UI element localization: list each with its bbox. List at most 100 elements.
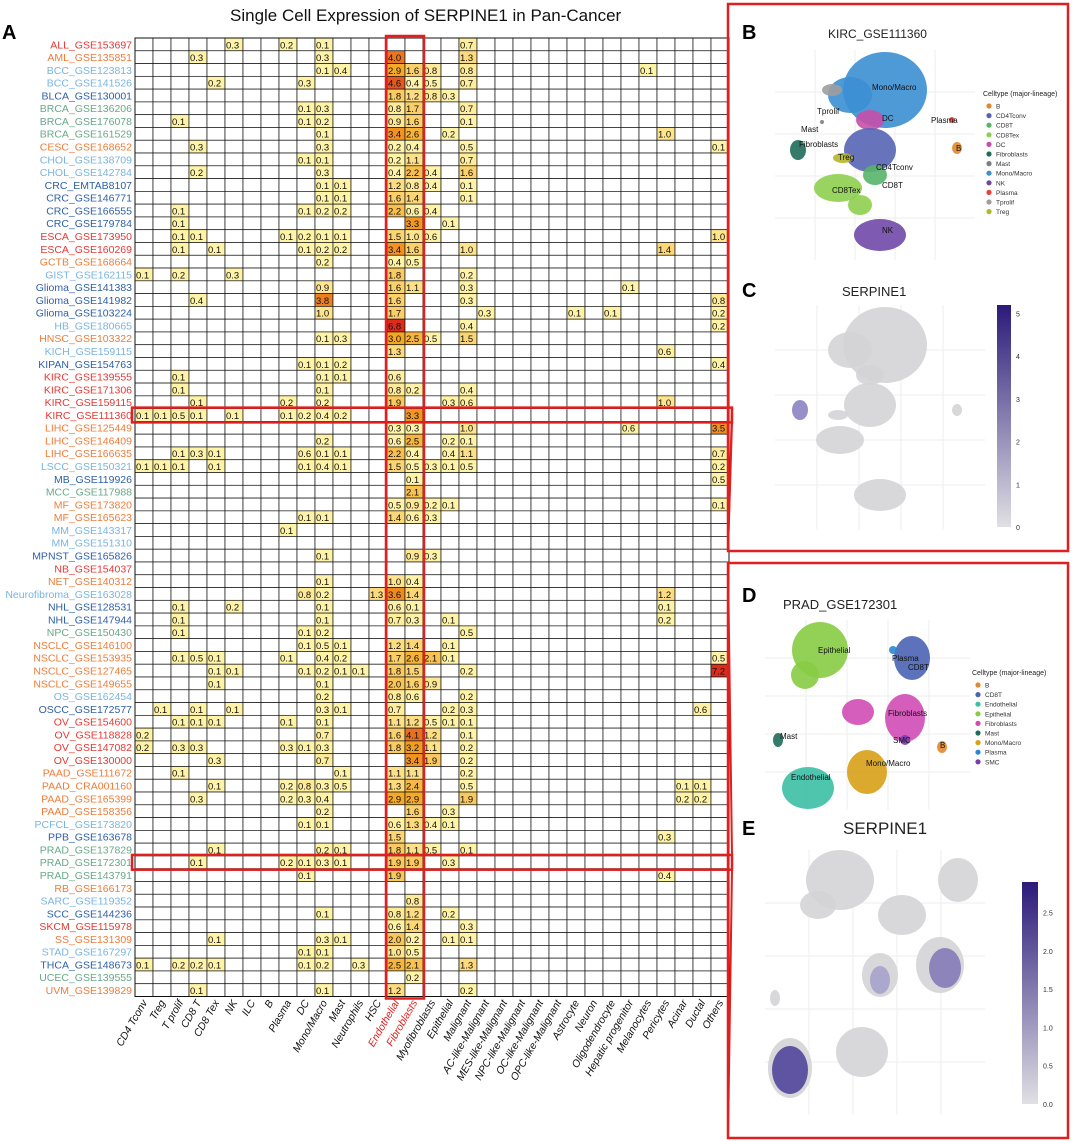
heatmap-cell [224,63,244,77]
heatmap-cell [584,203,604,218]
heatmap-cell [548,612,568,627]
cell-value: 1.1 [460,449,473,460]
heatmap-cell [674,702,694,716]
cell-value: 0.4 [460,321,473,332]
cell-value: 1.8 [388,91,401,102]
heatmap-cell [368,139,388,154]
heatmap-cell [656,101,676,116]
heatmap-cell [656,318,676,333]
legend-label: CD8Tex [996,132,1020,139]
heatmap-cell [188,497,208,512]
cell-value: 0.1 [442,500,455,511]
heatmap-cell [296,932,316,946]
heatmap-cell [152,152,172,167]
heatmap-cell [188,548,208,563]
heatmap-cell [278,165,298,179]
heatmap-cell [656,472,676,486]
heatmap-cell [710,881,730,895]
heatmap-cell [602,37,622,52]
heatmap-cell [494,766,514,780]
heatmap-cell [188,817,208,831]
heatmap-cell [674,446,694,461]
heatmap-cell [134,906,154,921]
heatmap-cell [278,663,298,678]
heatmap-cell [224,727,244,742]
heatmap-cell [530,484,550,499]
heatmap-cell [602,830,622,844]
heatmap-cell [638,484,658,499]
cell-value: 1.0 [460,424,473,435]
heatmap-cell [620,306,640,320]
heatmap-cell [674,689,694,703]
row-label: LIHC_GSE125449 [45,423,132,435]
heatmap-cell [296,919,316,933]
heatmap-cell [206,433,226,448]
heatmap-cell [278,216,298,231]
heatmap-cell [710,945,730,959]
heatmap-cell [224,625,244,640]
cell-value: 0.2 [298,411,311,422]
heatmap-cell [512,357,532,371]
heatmap-cell [638,306,658,320]
cell-value: 0.1 [334,935,347,946]
heatmap-cell [710,548,730,563]
heatmap-cell [224,612,244,627]
heatmap-cell [260,178,280,192]
heatmap-cell [476,369,496,384]
cluster-smc [900,735,910,745]
cell-value: 0.1 [298,743,311,754]
heatmap-cell [278,127,298,141]
heatmap-cell [656,523,676,537]
heatmap-cell [206,472,226,486]
heatmap-cell [224,280,244,294]
heatmap-cell [332,689,352,703]
heatmap-cell [188,778,208,793]
heatmap-cell [638,37,658,52]
heatmap-cell [368,114,388,128]
cell-value: 0.1 [316,909,329,920]
heatmap-cell [476,612,496,627]
heatmap-cell [350,638,370,652]
row-label: OSCC_GSE172577 [39,704,133,716]
heatmap-cell [350,280,370,294]
heatmap-cell [206,587,226,601]
heatmap-cell [152,740,172,755]
heatmap-cell [134,945,154,959]
row-label: NSCLC_GSE127465 [33,666,132,678]
heatmap-cell [134,970,154,985]
heatmap-cell [530,101,550,116]
heatmap-cell [512,280,532,294]
heatmap-cell [332,433,352,448]
heatmap-cell [332,293,352,307]
heatmap-cell [530,50,550,64]
heatmap-cell [260,804,280,818]
heatmap-cell [152,612,172,627]
cell-value: 0.3 [190,53,203,64]
row-label: Glioma_GSE103224 [36,308,132,320]
heatmap-cell [566,242,586,256]
heatmap-cell [674,548,694,563]
heatmap-cell [494,625,514,640]
heatmap-cell [278,318,298,333]
heatmap-cell [242,855,262,870]
row-label: PRAD_GSE172301 [40,857,132,869]
heatmap-cell [386,484,406,499]
heatmap-cell [620,676,640,691]
heatmap-cell [296,548,316,563]
cell-value: 3.6 [388,590,401,601]
heatmap-cell [566,740,586,755]
row-label: CESC_GSE168652 [40,142,132,154]
heatmap-cell [134,484,154,499]
heatmap-cell [692,484,712,499]
heatmap-cell [692,625,712,640]
heatmap-cell [440,165,460,179]
heatmap-cell [368,753,388,767]
heatmap-cell [584,638,604,652]
heatmap-cell [170,983,190,997]
heatmap-cell [134,523,154,537]
heatmap-cell [548,63,568,77]
heatmap-cell [368,945,388,959]
heatmap-cell [422,114,442,128]
heatmap-cell [638,382,658,397]
cell-value: 1.2 [388,986,401,997]
